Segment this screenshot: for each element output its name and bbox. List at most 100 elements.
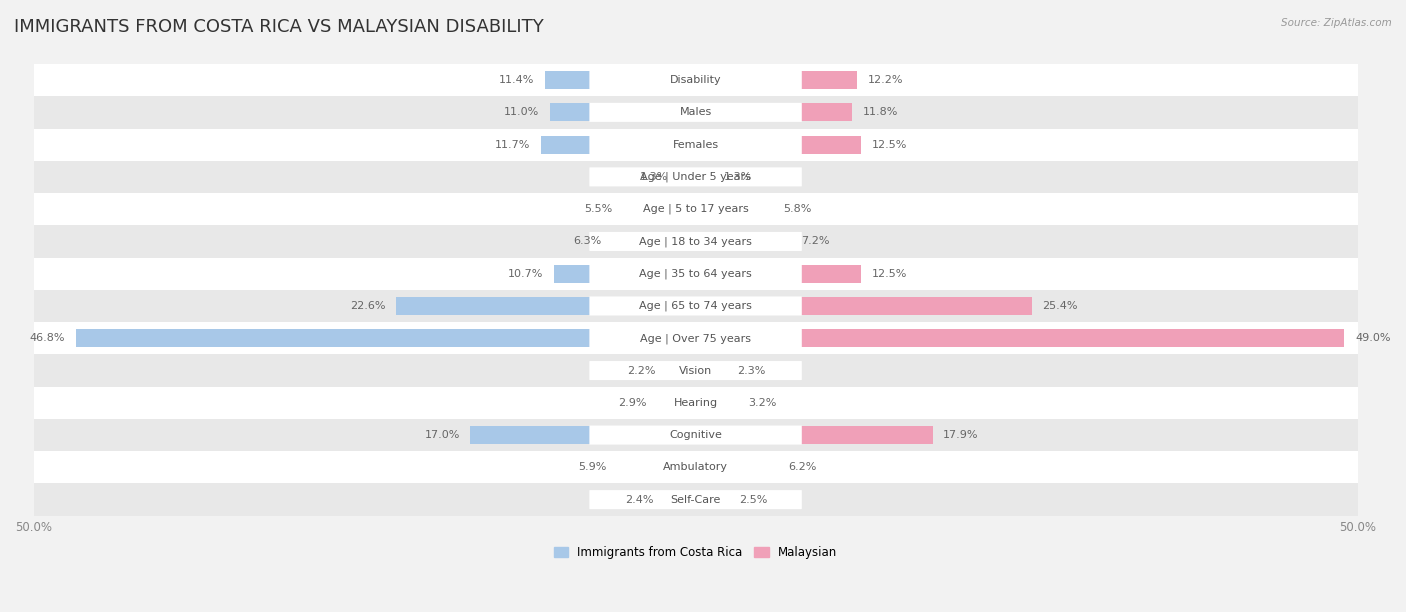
Bar <box>678 168 696 186</box>
Bar <box>34 322 1358 354</box>
Bar <box>696 491 728 509</box>
Text: 17.9%: 17.9% <box>943 430 979 440</box>
Bar <box>696 426 932 444</box>
Text: Age | 5 to 17 years: Age | 5 to 17 years <box>643 204 748 214</box>
Bar <box>34 96 1358 129</box>
Bar <box>664 491 696 509</box>
Text: 11.7%: 11.7% <box>495 140 530 150</box>
Bar <box>396 297 696 315</box>
Bar <box>34 451 1358 483</box>
Text: Age | 65 to 74 years: Age | 65 to 74 years <box>640 300 752 312</box>
FancyBboxPatch shape <box>589 425 801 444</box>
FancyBboxPatch shape <box>589 232 801 251</box>
FancyBboxPatch shape <box>589 394 801 412</box>
Bar <box>696 71 858 89</box>
FancyBboxPatch shape <box>589 490 801 509</box>
Bar <box>657 394 696 412</box>
Bar <box>696 458 778 476</box>
FancyBboxPatch shape <box>589 458 801 477</box>
Bar <box>34 290 1358 322</box>
Text: 2.3%: 2.3% <box>737 365 765 376</box>
Text: 12.2%: 12.2% <box>868 75 903 85</box>
FancyBboxPatch shape <box>589 296 801 316</box>
Text: 11.4%: 11.4% <box>499 75 534 85</box>
Bar <box>34 193 1358 225</box>
Text: 7.2%: 7.2% <box>801 236 830 247</box>
Text: 2.9%: 2.9% <box>619 398 647 408</box>
Bar <box>471 426 696 444</box>
Bar <box>696 136 860 154</box>
Bar <box>696 362 725 379</box>
Text: 2.5%: 2.5% <box>740 494 768 505</box>
Bar <box>34 483 1358 516</box>
Text: 5.9%: 5.9% <box>578 462 607 472</box>
FancyBboxPatch shape <box>589 329 801 348</box>
Text: 11.8%: 11.8% <box>862 107 898 118</box>
FancyBboxPatch shape <box>589 200 801 218</box>
Text: 1.3%: 1.3% <box>640 172 668 182</box>
Text: Age | Over 75 years: Age | Over 75 years <box>640 333 751 343</box>
Text: 17.0%: 17.0% <box>425 430 460 440</box>
Text: 6.2%: 6.2% <box>789 462 817 472</box>
Bar <box>34 387 1358 419</box>
FancyBboxPatch shape <box>589 264 801 283</box>
Bar <box>544 71 696 89</box>
Text: 22.6%: 22.6% <box>350 301 385 311</box>
Text: 6.3%: 6.3% <box>574 236 602 247</box>
Bar <box>34 258 1358 290</box>
Text: 2.2%: 2.2% <box>627 365 655 376</box>
Text: Disability: Disability <box>669 75 721 85</box>
Bar <box>696 200 772 218</box>
Text: Males: Males <box>679 107 711 118</box>
Text: Cognitive: Cognitive <box>669 430 723 440</box>
Text: 2.4%: 2.4% <box>624 494 654 505</box>
Bar <box>696 394 738 412</box>
Text: IMMIGRANTS FROM COSTA RICA VS MALAYSIAN DISABILITY: IMMIGRANTS FROM COSTA RICA VS MALAYSIAN … <box>14 18 544 36</box>
Bar <box>696 329 1344 347</box>
Bar <box>617 458 696 476</box>
Legend: Immigrants from Costa Rica, Malaysian: Immigrants from Costa Rica, Malaysian <box>550 542 842 564</box>
FancyBboxPatch shape <box>589 103 801 122</box>
Bar <box>550 103 696 121</box>
FancyBboxPatch shape <box>589 70 801 89</box>
FancyBboxPatch shape <box>589 361 801 380</box>
Text: 5.8%: 5.8% <box>783 204 811 214</box>
Bar <box>34 354 1358 387</box>
FancyBboxPatch shape <box>589 168 801 187</box>
Bar <box>34 161 1358 193</box>
Text: 12.5%: 12.5% <box>872 140 907 150</box>
Bar <box>34 64 1358 96</box>
Bar <box>696 168 713 186</box>
Text: 5.5%: 5.5% <box>583 204 612 214</box>
Text: 11.0%: 11.0% <box>505 107 540 118</box>
Bar <box>34 225 1358 258</box>
Bar <box>612 233 696 250</box>
Bar <box>541 136 696 154</box>
Bar <box>696 103 852 121</box>
Text: Females: Females <box>672 140 718 150</box>
Text: 46.8%: 46.8% <box>30 334 65 343</box>
Text: Age | Under 5 years: Age | Under 5 years <box>640 171 751 182</box>
Bar <box>34 129 1358 161</box>
Bar <box>696 265 860 283</box>
Text: 3.2%: 3.2% <box>748 398 778 408</box>
Text: Self-Care: Self-Care <box>671 494 721 505</box>
Text: 12.5%: 12.5% <box>872 269 907 278</box>
Text: Source: ZipAtlas.com: Source: ZipAtlas.com <box>1281 18 1392 28</box>
FancyBboxPatch shape <box>589 135 801 154</box>
Bar <box>34 419 1358 451</box>
Text: Ambulatory: Ambulatory <box>664 462 728 472</box>
Text: 25.4%: 25.4% <box>1042 301 1078 311</box>
Bar <box>76 329 696 347</box>
Text: 10.7%: 10.7% <box>508 269 543 278</box>
Text: 1.3%: 1.3% <box>724 172 752 182</box>
Bar <box>696 297 1032 315</box>
Bar <box>554 265 696 283</box>
Bar <box>623 200 696 218</box>
Bar <box>696 233 792 250</box>
Text: Age | 35 to 64 years: Age | 35 to 64 years <box>640 269 752 279</box>
Text: Vision: Vision <box>679 365 713 376</box>
Text: 49.0%: 49.0% <box>1355 334 1391 343</box>
Text: Hearing: Hearing <box>673 398 717 408</box>
Text: Age | 18 to 34 years: Age | 18 to 34 years <box>640 236 752 247</box>
